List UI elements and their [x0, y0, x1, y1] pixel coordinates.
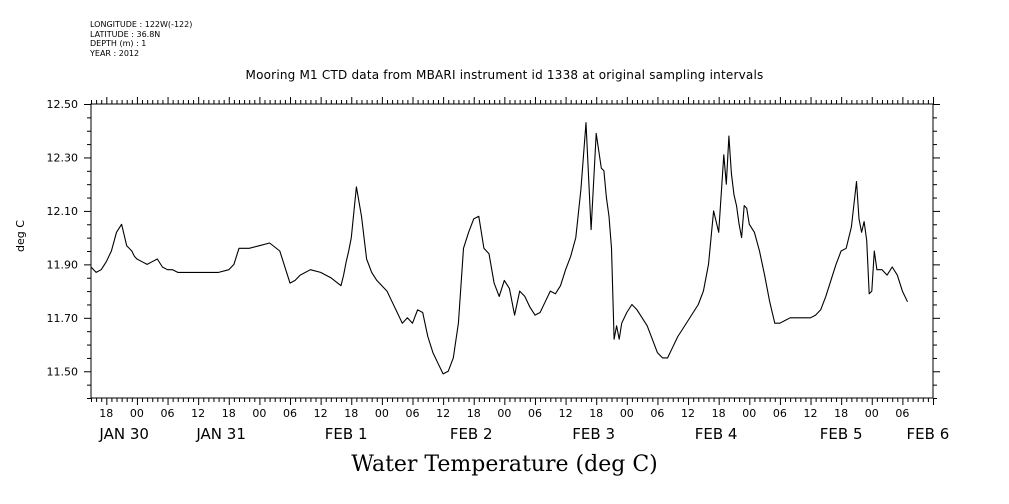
x-date-label: FEB 1: [325, 425, 368, 443]
x-hour-label: 06: [895, 407, 909, 420]
x-date-label: FEB 2: [450, 425, 493, 443]
x-hour-label: 06: [283, 407, 297, 420]
y-tick-label: 12.10: [47, 205, 79, 218]
depth-label: DEPTH (m) : 1: [90, 39, 147, 48]
x-hour-label: 18: [344, 407, 358, 420]
x-hour-label: 06: [528, 407, 542, 420]
y-tick-label: 11.70: [47, 312, 79, 325]
metadata-block: LONGITUDE : 122W(-122) LATITUDE : 36.8N …: [90, 20, 192, 58]
x-date-label: JAN 30: [98, 425, 149, 443]
longitude-label: LONGITUDE : 122W(-122): [90, 20, 193, 29]
x-hour-label: 06: [405, 407, 419, 420]
x-hour-label: 12: [681, 407, 695, 420]
x-hour-label: 12: [314, 407, 328, 420]
x-hour-label: 06: [650, 407, 664, 420]
x-hour-label: 06: [161, 407, 175, 420]
x-hour-label: 18: [589, 407, 603, 420]
x-hour-label: 00: [742, 407, 756, 420]
x-date-label: JAN 31: [195, 425, 246, 443]
x-hour-label: 00: [620, 407, 634, 420]
y-tick-label: 12.50: [47, 98, 79, 111]
x-hour-label: 12: [804, 407, 818, 420]
x-hour-label: 00: [375, 407, 389, 420]
temperature-series-line: [90, 122, 908, 375]
y-tick-label: 11.50: [47, 365, 79, 378]
chart-title: Mooring M1 CTD data from MBARI instrumen…: [245, 68, 764, 82]
x-date-label: FEB 5: [820, 425, 863, 443]
x-hour-label: 00: [497, 407, 511, 420]
x-hour-label: 00: [865, 407, 879, 420]
x-date-label: FEB 3: [572, 425, 615, 443]
x-hour-label: 06: [773, 407, 787, 420]
x-hour-label: 18: [834, 407, 848, 420]
x-hour-label: 00: [252, 407, 266, 420]
x-date-label: FEB 4: [695, 425, 738, 443]
y-tick-label: 12.30: [47, 151, 79, 164]
x-hour-label: 12: [191, 407, 205, 420]
x-hour-label: 00: [130, 407, 144, 420]
y-tick-label: 11.90: [47, 258, 79, 271]
plot-frame: [90, 103, 934, 399]
x-hour-label: 18: [222, 407, 236, 420]
x-hour-label: 12: [559, 407, 573, 420]
latitude-label: LATITUDE : 36.8N: [90, 29, 161, 39]
x-axis-label: Water Temperature (deg C): [351, 452, 658, 477]
x-date-label: FEB 6: [907, 425, 950, 443]
x-hour-label: 12: [436, 407, 450, 420]
x-hour-label: 18: [99, 407, 113, 420]
x-hour-label: 18: [467, 407, 481, 420]
year-label: YEAR : 2012: [90, 48, 140, 58]
x-hour-label: 18: [712, 407, 726, 420]
